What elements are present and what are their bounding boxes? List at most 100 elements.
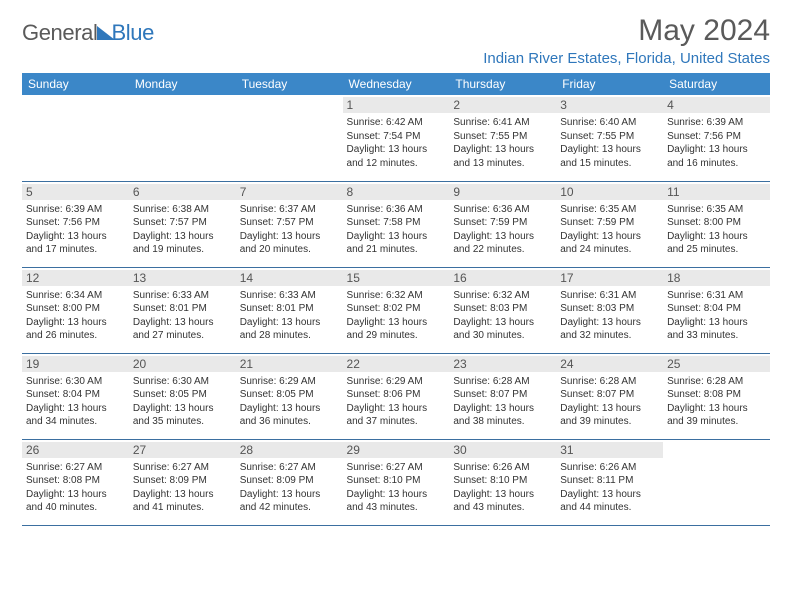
day-number: 23: [449, 356, 556, 372]
day-number: 17: [556, 270, 663, 286]
weekday-header: Thursday: [449, 73, 556, 95]
brand-logo: General Blue: [22, 14, 154, 46]
weekday-header: Saturday: [663, 73, 770, 95]
calendar-day-cell: 13 Sunrise: 6:33 AMSunset: 8:01 PMDayligh…: [129, 267, 236, 353]
day-details: Sunrise: 6:32 AMSunset: 8:02 PMDaylight:…: [347, 289, 446, 343]
calendar-day-cell: 26 Sunrise: 6:27 AMSunset: 8:08 PMDayligh…: [22, 439, 129, 525]
day-number: 9: [449, 184, 556, 200]
calendar-day-cell: 9 Sunrise: 6:36 AMSunset: 7:59 PMDaylight…: [449, 181, 556, 267]
day-number: 6: [129, 184, 236, 200]
calendar-day-cell: 7 Sunrise: 6:37 AMSunset: 7:57 PMDaylight…: [236, 181, 343, 267]
day-details: Sunrise: 6:30 AMSunset: 8:05 PMDaylight:…: [133, 375, 232, 429]
calendar-day-cell: 16 Sunrise: 6:32 AMSunset: 8:03 PMDayligh…: [449, 267, 556, 353]
calendar-day-cell: 1 Sunrise: 6:42 AMSunset: 7:54 PMDaylight…: [343, 95, 450, 181]
day-number: 24: [556, 356, 663, 372]
day-details: Sunrise: 6:28 AMSunset: 8:07 PMDaylight:…: [453, 375, 552, 429]
day-details: Sunrise: 6:30 AMSunset: 8:04 PMDaylight:…: [26, 375, 125, 429]
day-details: Sunrise: 6:27 AMSunset: 8:09 PMDaylight:…: [133, 461, 232, 515]
day-details: Sunrise: 6:29 AMSunset: 8:05 PMDaylight:…: [240, 375, 339, 429]
calendar-day-cell: 14 Sunrise: 6:33 AMSunset: 8:01 PMDayligh…: [236, 267, 343, 353]
brand-word-blue: Blue: [111, 20, 153, 46]
day-number: 22: [343, 356, 450, 372]
calendar-day-cell: 30 Sunrise: 6:26 AMSunset: 8:10 PMDayligh…: [449, 439, 556, 525]
calendar-page: General Blue May 2024 Indian River Estat…: [0, 0, 792, 536]
day-number: 5: [22, 184, 129, 200]
day-details: Sunrise: 6:28 AMSunset: 8:08 PMDaylight:…: [667, 375, 766, 429]
day-details: Sunrise: 6:28 AMSunset: 8:07 PMDaylight:…: [560, 375, 659, 429]
calendar-week-row: ...1Sunrise: 6:42 AMSunset: 7:54 PMDayli…: [22, 95, 770, 181]
day-number: 19: [22, 356, 129, 372]
day-number: 10: [556, 184, 663, 200]
day-number: 15: [343, 270, 450, 286]
day-details: Sunrise: 6:31 AMSunset: 8:04 PMDaylight:…: [667, 289, 766, 343]
day-details: Sunrise: 6:27 AMSunset: 8:08 PMDaylight:…: [26, 461, 125, 515]
calendar-header-row: SundayMondayTuesdayWednesdayThursdayFrid…: [22, 73, 770, 95]
top-bar: General Blue May 2024 Indian River Estat…: [22, 14, 770, 67]
calendar-day-cell: 4 Sunrise: 6:39 AMSunset: 7:56 PMDaylight…: [663, 95, 770, 181]
day-number: 14: [236, 270, 343, 286]
day-details: Sunrise: 6:36 AMSunset: 7:59 PMDaylight:…: [453, 203, 552, 257]
calendar-week-row: 12Sunrise: 6:34 AMSunset: 8:00 PMDayligh…: [22, 267, 770, 353]
day-details: Sunrise: 6:36 AMSunset: 7:58 PMDaylight:…: [347, 203, 446, 257]
day-details: Sunrise: 6:42 AMSunset: 7:54 PMDaylight:…: [347, 116, 446, 170]
calendar-day-cell: 22 Sunrise: 6:29 AMSunset: 8:06 PMDayligh…: [343, 353, 450, 439]
day-details: Sunrise: 6:26 AMSunset: 8:10 PMDaylight:…: [453, 461, 552, 515]
calendar-day-cell: 21Sunrise: 6:29 AMSunset: 8:05 PMDayligh…: [236, 353, 343, 439]
day-number: 1: [343, 97, 450, 113]
day-number: 20: [129, 356, 236, 372]
day-details: Sunrise: 6:27 AMSunset: 8:09 PMDaylight:…: [240, 461, 339, 515]
calendar-day-cell: 19 Sunrise: 6:30 AMSunset: 8:04 PMDayligh…: [22, 353, 129, 439]
day-details: Sunrise: 6:33 AMSunset: 8:01 PMDaylight:…: [133, 289, 232, 343]
day-details: Sunrise: 6:39 AMSunset: 7:56 PMDaylight:…: [26, 203, 125, 257]
calendar-day-cell: 5 Sunrise: 6:39 AMSunset: 7:56 PMDaylight…: [22, 181, 129, 267]
calendar-day-cell: 11Sunrise: 6:35 AMSunset: 8:00 PMDayligh…: [663, 181, 770, 267]
day-number: 3: [556, 97, 663, 113]
day-number: 18: [663, 270, 770, 286]
day-details: Sunrise: 6:35 AMSunset: 8:00 PMDaylight:…: [667, 203, 766, 257]
day-number: 28: [236, 442, 343, 458]
day-number: 16: [449, 270, 556, 286]
brand-word-general: General: [22, 20, 97, 46]
calendar-day-cell: 24 Sunrise: 6:28 AMSunset: 8:07 PMDayligh…: [556, 353, 663, 439]
day-details: Sunrise: 6:33 AMSunset: 8:01 PMDaylight:…: [240, 289, 339, 343]
day-details: Sunrise: 6:41 AMSunset: 7:55 PMDaylight:…: [453, 116, 552, 170]
day-details: Sunrise: 6:32 AMSunset: 8:03 PMDaylight:…: [453, 289, 552, 343]
calendar-day-cell: 17Sunrise: 6:31 AMSunset: 8:03 PMDayligh…: [556, 267, 663, 353]
day-number: 7: [236, 184, 343, 200]
day-number: 8: [343, 184, 450, 200]
calendar-day-cell: .: [236, 95, 343, 181]
day-number: 13: [129, 270, 236, 286]
calendar-day-cell: 20 Sunrise: 6:30 AMSunset: 8:05 PMDayligh…: [129, 353, 236, 439]
calendar-day-cell: 8 Sunrise: 6:36 AMSunset: 7:58 PMDaylight…: [343, 181, 450, 267]
calendar-week-row: 19 Sunrise: 6:30 AMSunset: 8:04 PMDayligh…: [22, 353, 770, 439]
day-details: Sunrise: 6:29 AMSunset: 8:06 PMDaylight:…: [347, 375, 446, 429]
day-number: 30: [449, 442, 556, 458]
weekday-header: Friday: [556, 73, 663, 95]
calendar-day-cell: .: [129, 95, 236, 181]
title-block: May 2024 Indian River Estates, Florida, …: [483, 14, 770, 67]
calendar-table: SundayMondayTuesdayWednesdayThursdayFrid…: [22, 73, 770, 526]
calendar-week-row: 5 Sunrise: 6:39 AMSunset: 7:56 PMDaylight…: [22, 181, 770, 267]
calendar-day-cell: 31Sunrise: 6:26 AMSunset: 8:11 PMDayligh…: [556, 439, 663, 525]
day-details: Sunrise: 6:39 AMSunset: 7:56 PMDaylight:…: [667, 116, 766, 170]
day-number: 27: [129, 442, 236, 458]
weekday-header: Wednesday: [343, 73, 450, 95]
calendar-day-cell: 28 Sunrise: 6:27 AMSunset: 8:09 PMDayligh…: [236, 439, 343, 525]
location-name: Indian River Estates, Florida, United St…: [483, 50, 770, 67]
calendar-body: ...1Sunrise: 6:42 AMSunset: 7:54 PMDayli…: [22, 95, 770, 525]
calendar-day-cell: 27 Sunrise: 6:27 AMSunset: 8:09 PMDayligh…: [129, 439, 236, 525]
day-number: 4: [663, 97, 770, 113]
month-title: May 2024: [483, 14, 770, 48]
day-details: Sunrise: 6:26 AMSunset: 8:11 PMDaylight:…: [560, 461, 659, 515]
day-details: Sunrise: 6:27 AMSunset: 8:10 PMDaylight:…: [347, 461, 446, 515]
calendar-day-cell: 15 Sunrise: 6:32 AMSunset: 8:02 PMDayligh…: [343, 267, 450, 353]
calendar-day-cell: 12Sunrise: 6:34 AMSunset: 8:00 PMDayligh…: [22, 267, 129, 353]
day-details: Sunrise: 6:40 AMSunset: 7:55 PMDaylight:…: [560, 116, 659, 170]
day-details: Sunrise: 6:34 AMSunset: 8:00 PMDaylight:…: [26, 289, 125, 343]
day-number: 2: [449, 97, 556, 113]
day-number: 26: [22, 442, 129, 458]
calendar-day-cell: .: [22, 95, 129, 181]
calendar-day-cell: .: [663, 439, 770, 525]
day-details: Sunrise: 6:37 AMSunset: 7:57 PMDaylight:…: [240, 203, 339, 257]
day-number: 25: [663, 356, 770, 372]
